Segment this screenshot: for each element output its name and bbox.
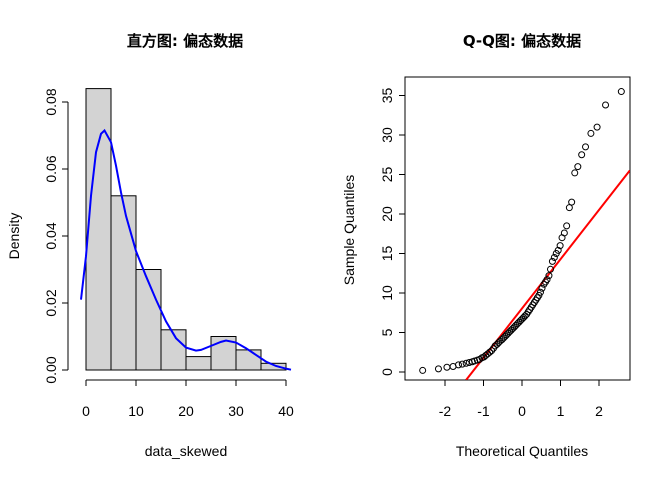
qq-point [545, 272, 553, 280]
histogram-bar [160, 329, 187, 371]
histogram-bar [110, 195, 137, 371]
qq-y-tick-label: 20 [379, 206, 395, 222]
qq-y-tick-label: 25 [379, 167, 395, 183]
qq-y-tick-label: 5 [379, 328, 395, 336]
qq-x-tick-label: 1 [557, 403, 565, 419]
qq-y-tick-label: 15 [379, 246, 395, 262]
qq-x-tick-label: -1 [477, 403, 490, 419]
histogram-x-tick-label: 40 [278, 403, 294, 419]
qq-point [548, 257, 556, 265]
histogram-bar [85, 88, 112, 371]
histogram-y-tick-label: 0.04 [43, 222, 59, 249]
qq-y-tick-label: 35 [379, 88, 395, 104]
density-curve [80, 128, 292, 371]
qq-point [454, 361, 462, 369]
qq-x-tick-label: 2 [595, 403, 603, 419]
qq-title: Q-Q图: 偏态数据 [463, 32, 581, 50]
qq-point [574, 163, 582, 171]
histogram-y-label: Density [6, 213, 22, 260]
histogram-bars [85, 88, 287, 371]
qq-y-tick-label: 0 [379, 368, 395, 376]
histogram-y-ticks: 0.00 0.02 0.04 0.06 0.08 [43, 88, 68, 384]
qq-point [602, 101, 610, 109]
qq-point [434, 365, 442, 373]
qq-plot-frame [404, 76, 631, 381]
histogram-y-tick-label: 0.08 [43, 88, 59, 115]
histogram-x-ticks: 0 10 20 30 40 [82, 380, 294, 419]
histogram-x-tick-label: 30 [228, 403, 244, 419]
histogram-bar [260, 362, 287, 371]
qq-point [550, 253, 558, 261]
histogram-y-tick-label: 0.00 [43, 356, 59, 383]
qq-y-label: Sample Quantiles [341, 175, 357, 286]
histogram-x-tick-label: 0 [82, 403, 90, 419]
qq-point [571, 169, 579, 177]
qq-point [617, 88, 625, 96]
qq-point [582, 143, 590, 151]
qq-point [554, 246, 562, 254]
qq-point [543, 276, 551, 284]
qq-x-tick-label: 0 [518, 403, 526, 419]
qq-x-tick-label: -2 [439, 403, 452, 419]
histogram-bar [135, 269, 162, 371]
qq-point [578, 151, 586, 159]
qq-point [546, 265, 554, 273]
qq-point [563, 222, 571, 230]
qq-point [486, 348, 494, 356]
histogram-bar [235, 349, 262, 371]
qq-point [587, 129, 595, 137]
qq-x-label: Theoretical Quantiles [456, 443, 588, 459]
qq-point [458, 360, 466, 368]
qq-point [538, 284, 546, 292]
histogram-x-tick-label: 10 [128, 403, 144, 419]
histogram-x-label: data_skewed [145, 443, 228, 459]
histogram-x-tick-label: 20 [178, 403, 194, 419]
qq-point [443, 363, 451, 371]
histogram-title: 直方图: 偏态数据 [127, 32, 243, 50]
histogram-y-tick-label: 0.06 [43, 155, 59, 182]
qq-points [419, 88, 625, 374]
qq-x-ticks: -2 -1 0 1 2 [439, 380, 603, 419]
qq-point [593, 123, 601, 131]
qq-y-tick-label: 30 [379, 127, 395, 143]
histogram-bar [185, 356, 212, 371]
qq-point [560, 229, 568, 237]
qq-point [536, 288, 544, 296]
histogram-panel: 直方图: 偏态数据 0 10 20 30 40 0.00 0.02 0.04 0.06 0.08… [6, 32, 294, 459]
qq-point [568, 198, 576, 206]
qq-y-tick-label: 10 [379, 285, 395, 301]
histogram-y-tick-label: 0.02 [43, 289, 59, 316]
qq-point [556, 242, 564, 250]
qq-point [462, 359, 470, 367]
qq-panel: Q-Q图: 偏态数据 -2 -1 0 1 2 0 5 10 15 20 25 30 35 Theore… [341, 32, 631, 459]
qq-point [419, 366, 427, 374]
qq-y-ticks: 0 5 10 15 20 25 30 35 [379, 88, 405, 376]
